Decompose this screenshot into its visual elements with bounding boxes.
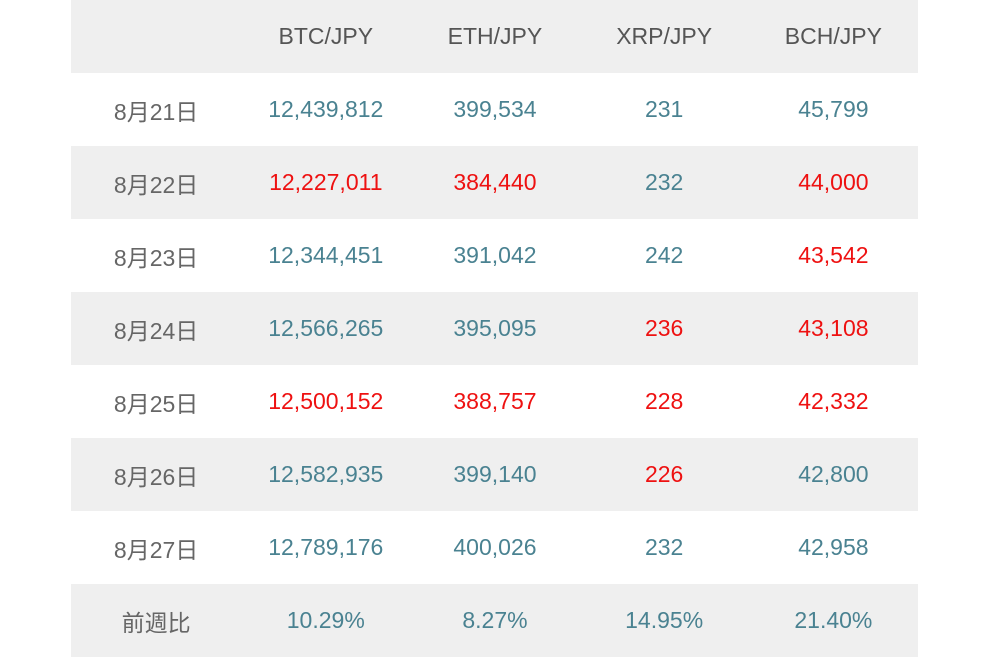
price-cell: 384,440 bbox=[453, 169, 537, 195]
price-cell: 231 bbox=[644, 96, 684, 122]
price-cell: 228 bbox=[644, 388, 684, 414]
header-row: BTC/JPY ETH/JPY XRP/JPY BCH/JPY bbox=[71, 0, 918, 73]
price-cell: 391,042 bbox=[453, 242, 537, 268]
price-cell: 42,332 bbox=[798, 388, 869, 414]
corner-cell bbox=[71, 0, 241, 73]
date-cell: 8月27日 bbox=[113, 536, 199, 563]
date-cell: 8月24日 bbox=[113, 317, 199, 344]
price-cell: 236 bbox=[644, 315, 684, 341]
price-cell: 400,026 bbox=[453, 534, 537, 560]
data-row: 8月24日 12,566,265 395,095 236 43,108 bbox=[71, 292, 918, 365]
price-cell: 43,108 bbox=[798, 315, 869, 341]
date-cell: 8月25日 bbox=[113, 390, 199, 417]
price-cell: 232 bbox=[644, 169, 684, 195]
price-cell: 399,140 bbox=[453, 461, 537, 487]
column-header: ETH/JPY bbox=[447, 23, 543, 49]
footer-label: 前週比 bbox=[121, 609, 191, 636]
price-cell: 12,500,152 bbox=[268, 388, 384, 414]
price-cell: 12,789,176 bbox=[268, 534, 384, 560]
price-cell: 43,542 bbox=[798, 242, 869, 268]
price-cell: 42,800 bbox=[798, 461, 869, 487]
price-table-wrap: BTC/JPY ETH/JPY XRP/JPY BCH/JPY 8月21日 12,439… bbox=[71, 0, 918, 657]
price-cell: 12,227,011 bbox=[269, 169, 383, 195]
change-cell: 21.40% bbox=[794, 607, 873, 633]
price-cell: 42,958 bbox=[798, 534, 869, 560]
data-row: 8月22日 12,227,011 384,440 232 44,000 bbox=[71, 146, 918, 219]
change-cell: 10.29% bbox=[286, 607, 365, 633]
price-cell: 45,799 bbox=[798, 96, 869, 122]
date-cell: 8月21日 bbox=[113, 98, 199, 125]
change-cell: 8.27% bbox=[462, 607, 528, 633]
data-row: 8月23日 12,344,451 391,042 242 43,542 bbox=[71, 219, 918, 292]
data-row: 8月26日 12,582,935 399,140 226 42,800 bbox=[71, 438, 918, 511]
price-cell: 12,566,265 bbox=[268, 315, 384, 341]
data-row: 8月25日 12,500,152 388,757 228 42,332 bbox=[71, 365, 918, 438]
price-cell: 242 bbox=[644, 242, 684, 268]
data-row: 8月21日 12,439,812 399,534 231 45,799 bbox=[71, 73, 918, 146]
price-cell: 12,582,935 bbox=[268, 461, 384, 487]
price-cell: 232 bbox=[644, 534, 684, 560]
price-cell: 12,439,812 bbox=[268, 96, 384, 122]
price-cell: 12,344,451 bbox=[268, 242, 384, 268]
price-cell: 44,000 bbox=[798, 169, 869, 195]
price-table: BTC/JPY ETH/JPY XRP/JPY BCH/JPY 8月21日 12,439… bbox=[71, 0, 918, 657]
date-cell: 8月26日 bbox=[113, 463, 199, 490]
price-cell: 388,757 bbox=[453, 388, 537, 414]
column-header: BTC/JPY bbox=[278, 23, 374, 49]
price-cell: 395,095 bbox=[453, 315, 537, 341]
price-cell: 226 bbox=[644, 461, 684, 487]
date-cell: 8月23日 bbox=[113, 244, 199, 271]
date-cell: 8月22日 bbox=[113, 171, 199, 198]
column-header: XRP/JPY bbox=[616, 23, 713, 49]
footer-row: 前週比 10.29% 8.27% 14.95% 21.40% bbox=[71, 584, 918, 657]
price-cell: 399,534 bbox=[453, 96, 537, 122]
data-row: 8月27日 12,789,176 400,026 232 42,958 bbox=[71, 511, 918, 584]
column-header: BCH/JPY bbox=[784, 23, 882, 49]
change-cell: 14.95% bbox=[625, 607, 704, 633]
